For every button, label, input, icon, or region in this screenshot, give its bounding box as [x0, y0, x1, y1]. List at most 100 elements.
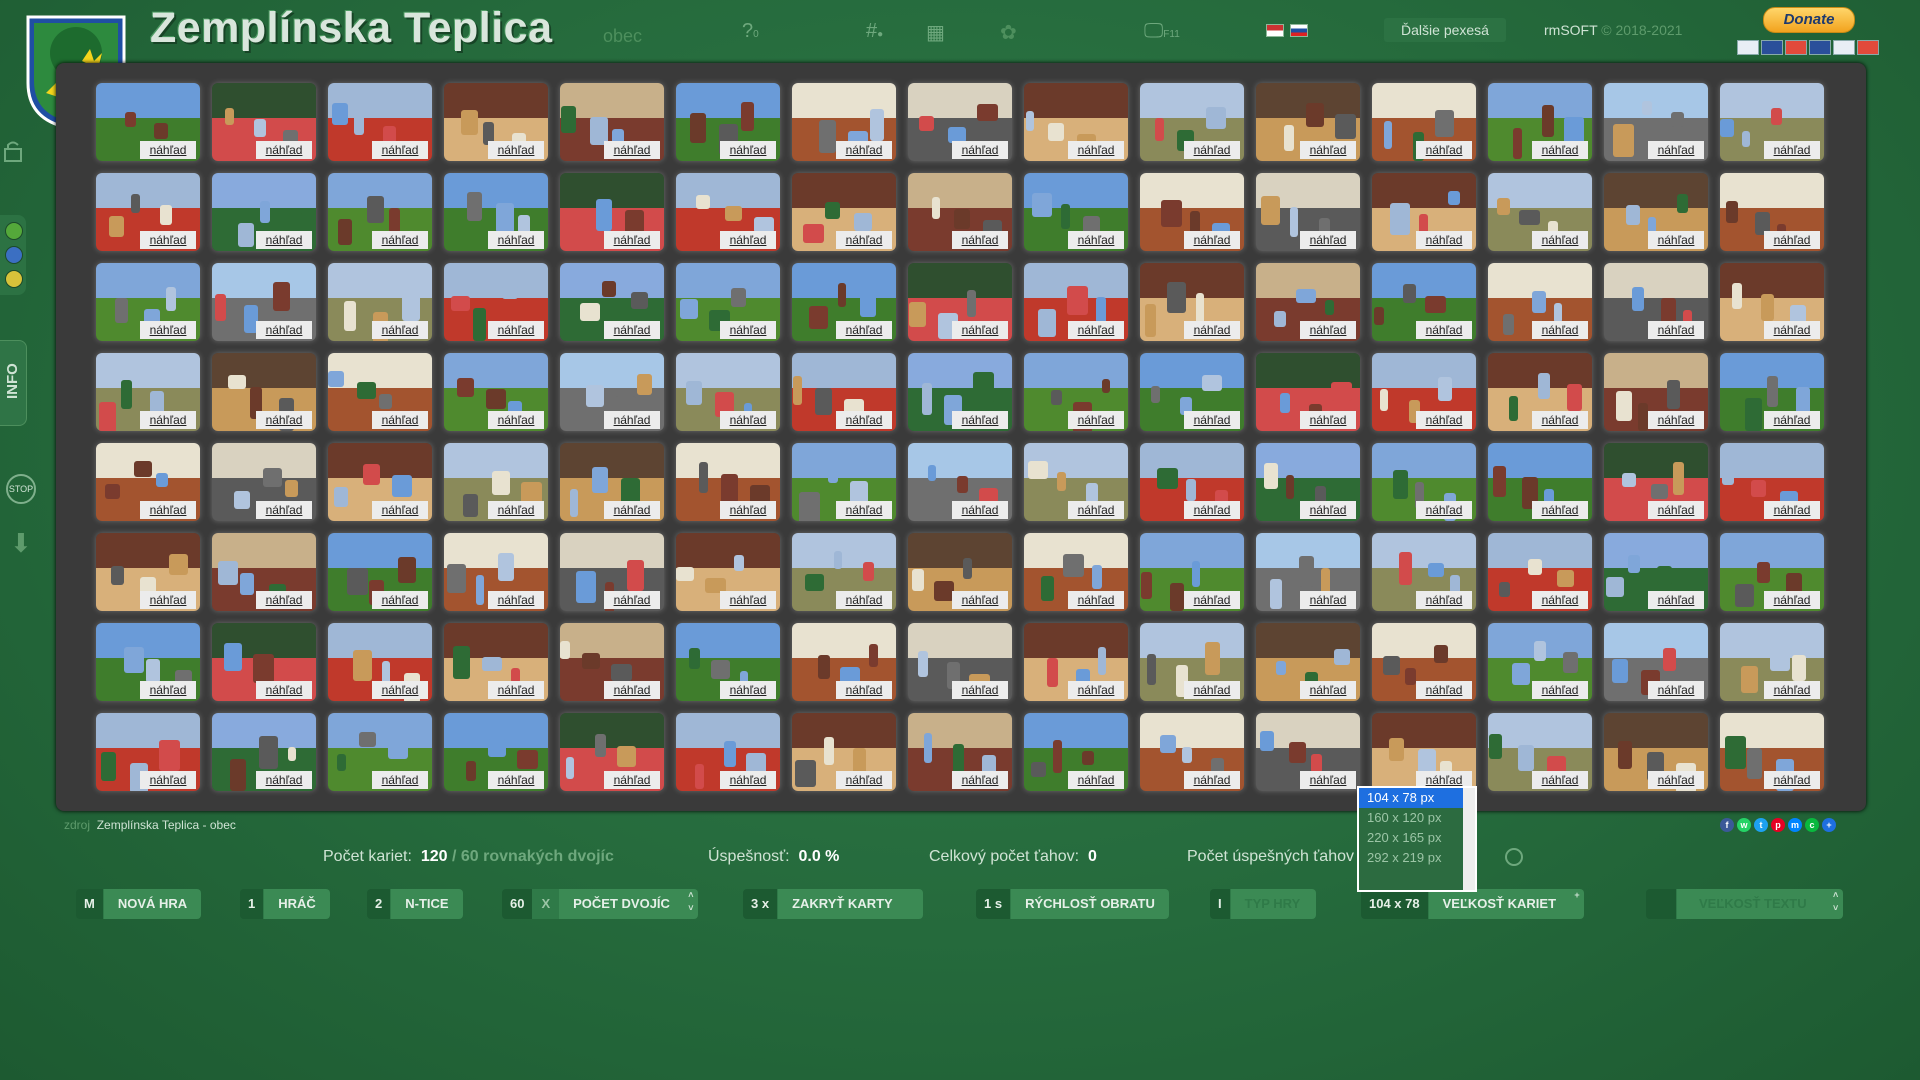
memory-card[interactable]: náhľad	[908, 173, 1012, 251]
memory-card[interactable]: náhľad	[212, 173, 316, 251]
memory-card[interactable]: náhľad	[1140, 533, 1244, 611]
memory-card[interactable]: náhľad	[328, 533, 432, 611]
card-preview-link[interactable]: náhľad	[1300, 501, 1356, 519]
card-preview-link[interactable]: náhľad	[1532, 591, 1588, 609]
card-preview-link[interactable]: náhľad	[1416, 681, 1472, 699]
card-preview-link[interactable]: náhľad	[1184, 501, 1240, 519]
memory-card[interactable]: náhľad	[1372, 353, 1476, 431]
card-preview-link[interactable]: náhľad	[256, 321, 312, 339]
card-preview-link[interactable]: náhľad	[140, 591, 196, 609]
fullscreen-monitor-icon[interactable]: 🖵F11	[1144, 20, 1180, 42]
card-preview-link[interactable]: náhľad	[1648, 411, 1704, 429]
memory-card[interactable]: náhľad	[676, 443, 780, 521]
memory-card[interactable]: náhľad	[96, 623, 200, 701]
card-preview-link[interactable]: náhľad	[1300, 591, 1356, 609]
card-preview-link[interactable]: náhľad	[720, 411, 776, 429]
memory-card[interactable]: náhľad	[1256, 353, 1360, 431]
memory-card[interactable]: náhľad	[908, 713, 1012, 791]
memory-card[interactable]: náhľad	[1024, 443, 1128, 521]
new-game-button[interactable]: M NOVÁ HRA	[76, 889, 202, 919]
card-preview-link[interactable]: náhľad	[1300, 231, 1356, 249]
memory-card[interactable]: náhľad	[328, 263, 432, 341]
text-size-stepper-arrows[interactable]: ˄ ˅	[1828, 889, 1843, 919]
stop-button[interactable]: STOP	[6, 474, 36, 504]
memory-card[interactable]: náhľad	[1604, 263, 1708, 341]
memory-card[interactable]: náhľad	[560, 533, 664, 611]
card-preview-link[interactable]: náhľad	[256, 231, 312, 249]
memory-card[interactable]: náhľad	[1024, 713, 1128, 791]
info-tab[interactable]: INFO	[0, 340, 27, 426]
memory-card[interactable]: náhľad	[908, 83, 1012, 161]
card-preview-link[interactable]: náhľad	[488, 501, 544, 519]
card-preview-link[interactable]: náhľad	[1184, 681, 1240, 699]
green-theme-dot[interactable]	[5, 222, 23, 240]
memory-card[interactable]: náhľad	[560, 713, 664, 791]
card-preview-link[interactable]: náhľad	[720, 501, 776, 519]
card-preview-link[interactable]: náhľad	[1300, 771, 1356, 789]
shuffle-icon[interactable]: ✿	[1000, 22, 1017, 44]
memory-card[interactable]: náhľad	[1488, 443, 1592, 521]
card-size-dropdown[interactable]: 104 x 78 px 160 x 120 px 220 x 165 px 292 x…	[1357, 786, 1477, 892]
card-preview-link[interactable]: náhľad	[1416, 501, 1472, 519]
memory-card[interactable]: náhľad	[1256, 713, 1360, 791]
memory-card[interactable]: náhľad	[560, 173, 664, 251]
card-preview-link[interactable]: náhľad	[836, 681, 892, 699]
card-preview-link[interactable]: náhľad	[836, 591, 892, 609]
card-preview-link[interactable]: náhľad	[604, 501, 660, 519]
memory-card[interactable]: náhľad	[792, 353, 896, 431]
card-preview-link[interactable]: náhľad	[720, 231, 776, 249]
donate-button[interactable]: Donate	[1763, 7, 1855, 33]
memory-card[interactable]: náhľad	[792, 173, 896, 251]
card-preview-link[interactable]: náhľad	[1764, 231, 1820, 249]
memory-card[interactable]: náhľad	[1720, 263, 1824, 341]
card-preview-link[interactable]: náhľad	[1068, 411, 1124, 429]
card-preview-link[interactable]: náhľad	[836, 771, 892, 789]
memory-card[interactable]: náhľad	[1720, 173, 1824, 251]
memory-card[interactable]: náhľad	[1140, 623, 1244, 701]
card-preview-link[interactable]: náhľad	[952, 321, 1008, 339]
pairs-count-selector[interactable]: 60 X POČET DVOJÍC ˄ ˅	[502, 889, 698, 919]
memory-card[interactable]: náhľad	[96, 83, 200, 161]
memory-card[interactable]: náhľad	[1488, 353, 1592, 431]
memory-card[interactable]: náhľad	[1720, 353, 1824, 431]
card-preview-link[interactable]: náhľad	[1764, 501, 1820, 519]
card-preview-link[interactable]: náhľad	[372, 501, 428, 519]
card-preview-link[interactable]: náhľad	[488, 321, 544, 339]
card-preview-link[interactable]: náhľad	[488, 771, 544, 789]
memory-card[interactable]: náhľad	[96, 443, 200, 521]
card-preview-link[interactable]: náhľad	[140, 681, 196, 699]
card-size-stepper-arrows[interactable]: +	[1570, 889, 1585, 919]
card-preview-link[interactable]: náhľad	[1300, 321, 1356, 339]
card-preview-link[interactable]: náhľad	[1764, 411, 1820, 429]
source-link[interactable]: Zemplínska Teplica - obec	[96, 818, 236, 832]
card-preview-link[interactable]: náhľad	[952, 411, 1008, 429]
card-preview-link[interactable]: náhľad	[952, 141, 1008, 159]
card-preview-link[interactable]: náhľad	[604, 321, 660, 339]
memory-card[interactable]: náhľad	[792, 83, 896, 161]
card-preview-link[interactable]: náhľad	[1764, 141, 1820, 159]
card-preview-link[interactable]: náhľad	[1416, 141, 1472, 159]
pattern-icon[interactable]: ▦	[926, 22, 945, 44]
memory-card[interactable]: náhľad	[1604, 713, 1708, 791]
memory-card[interactable]: náhľad	[792, 713, 896, 791]
memory-card[interactable]: náhľad	[1372, 263, 1476, 341]
card-preview-link[interactable]: náhľad	[1532, 501, 1588, 519]
memory-card[interactable]: náhľad	[1024, 83, 1128, 161]
card-preview-link[interactable]: náhľad	[1532, 321, 1588, 339]
facebook-icon[interactable]: f	[1720, 818, 1734, 832]
memory-card[interactable]: náhľad	[96, 713, 200, 791]
memory-card[interactable]: náhľad	[444, 443, 548, 521]
card-preview-link[interactable]: náhľad	[720, 321, 776, 339]
memory-card[interactable]: náhľad	[676, 173, 780, 251]
memory-card[interactable]: náhľad	[1488, 263, 1592, 341]
card-preview-link[interactable]: náhľad	[1068, 141, 1124, 159]
card-preview-link[interactable]: náhľad	[836, 501, 892, 519]
card-preview-link[interactable]: náhľad	[1764, 771, 1820, 789]
card-preview-link[interactable]: náhľad	[952, 771, 1008, 789]
card-preview-link[interactable]: náhľad	[1648, 501, 1704, 519]
card-preview-link[interactable]: náhľad	[604, 591, 660, 609]
card-preview-link[interactable]: náhľad	[1532, 771, 1588, 789]
memory-card[interactable]: náhľad	[328, 713, 432, 791]
memory-card[interactable]: náhľad	[1140, 83, 1244, 161]
memory-card[interactable]: náhľad	[1720, 533, 1824, 611]
